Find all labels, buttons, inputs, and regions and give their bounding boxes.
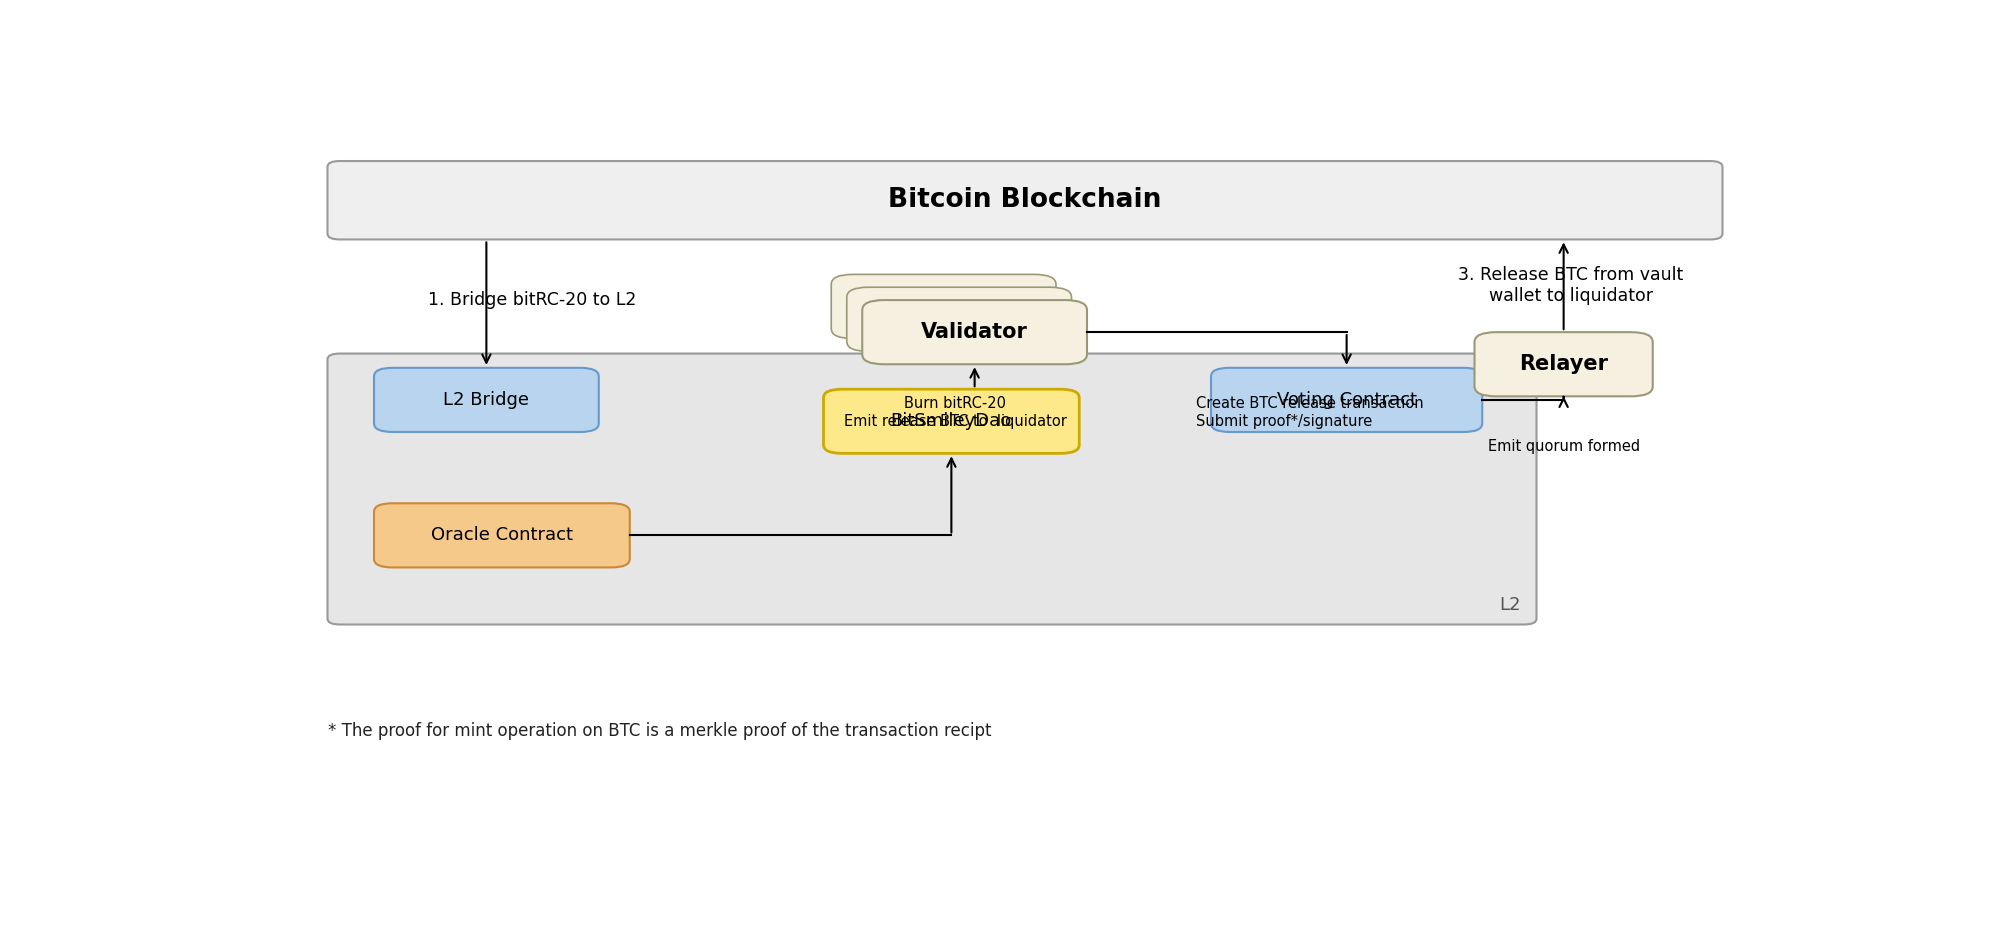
Text: Oracle Contract: Oracle Contract	[430, 526, 572, 544]
Text: Create BTC release transaction
Submit proof*/signature: Create BTC release transaction Submit pr…	[1196, 396, 1424, 429]
Text: Relayer: Relayer	[1520, 355, 1608, 374]
FancyBboxPatch shape	[1212, 368, 1482, 432]
Text: Bitcoin Blockchain: Bitcoin Blockchain	[888, 187, 1162, 213]
Text: Emit quorum formed: Emit quorum formed	[1488, 439, 1640, 454]
Text: Validator: Validator	[922, 322, 1028, 342]
FancyBboxPatch shape	[328, 161, 1722, 240]
FancyBboxPatch shape	[846, 287, 1072, 351]
Text: * The proof for mint operation on BTC is a merkle proof of the transaction recip: * The proof for mint operation on BTC is…	[328, 722, 992, 741]
FancyBboxPatch shape	[374, 368, 598, 432]
Text: L2 Bridge: L2 Bridge	[444, 391, 530, 409]
FancyBboxPatch shape	[862, 300, 1088, 364]
FancyBboxPatch shape	[1474, 332, 1652, 396]
FancyBboxPatch shape	[374, 504, 630, 568]
FancyBboxPatch shape	[328, 354, 1536, 624]
Text: Voting Contract: Voting Contract	[1276, 391, 1416, 409]
Text: 3. Release BTC from vault
wallet to liquidator: 3. Release BTC from vault wallet to liqu…	[1458, 267, 1684, 306]
Text: 1. Bridge bitRC-20 to L2: 1. Bridge bitRC-20 to L2	[428, 291, 636, 309]
FancyBboxPatch shape	[832, 274, 1056, 339]
Text: Burn bitRC-20
Emit release BTC to  liquidator: Burn bitRC-20 Emit release BTC to liquid…	[844, 396, 1066, 429]
Text: L2: L2	[1500, 595, 1522, 614]
Text: BitSmileyDao: BitSmileyDao	[890, 412, 1012, 431]
FancyBboxPatch shape	[824, 389, 1080, 454]
